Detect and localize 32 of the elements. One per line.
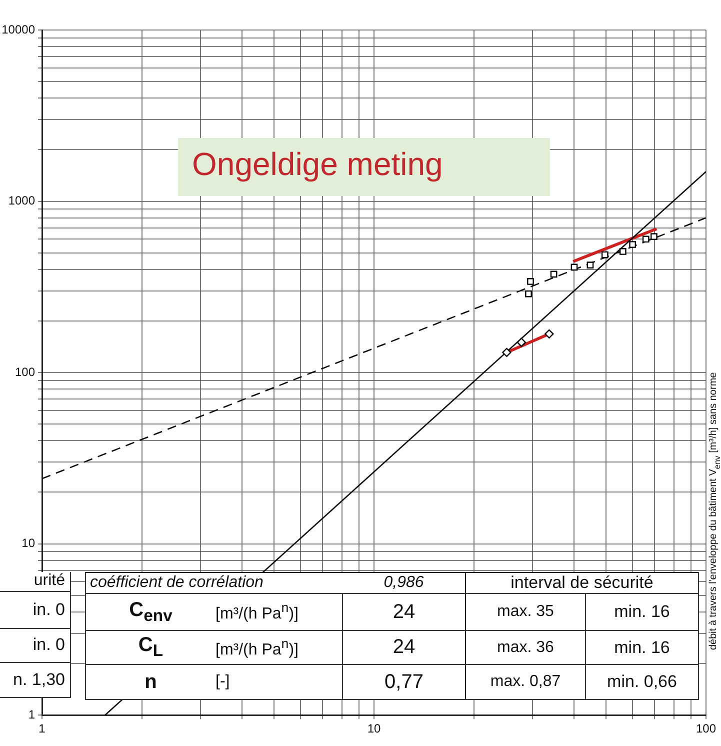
x-tick-label: 100 [696, 722, 716, 736]
y-tick-label: 10000 [2, 22, 36, 36]
y-tick-label: 1000 [8, 194, 36, 208]
y-tick-label: 10 [22, 536, 36, 550]
annotation: min. 16 [586, 594, 698, 630]
annotation: in. 0 [0, 628, 70, 662]
y-tick-label: 100 [14, 364, 36, 379]
annotation: 0,986 [342, 572, 466, 594]
annotation: 0,77 [342, 664, 466, 700]
annotation: [-] [216, 664, 342, 700]
annotation: [m³/(h Pa$^{n}$)] [216, 630, 342, 664]
annotation: max. 0,87 [466, 664, 586, 700]
annotation: in. 0 [0, 591, 70, 628]
annotation: interval de sécurité [466, 572, 698, 594]
annotation: max. 36 [466, 630, 586, 664]
annotation: urité [0, 572, 70, 591]
x-tick-label: 1 [38, 722, 46, 736]
annotation: max. 35 [466, 594, 586, 630]
annotation: C$_{env}$ [86, 594, 216, 630]
annotation: C$_{L}$ [86, 630, 216, 664]
y-tick-label: 1 [28, 707, 36, 722]
annotation: min. 16 [586, 630, 698, 664]
annotation: [m³/(h Pa$^{n}$)] [216, 594, 342, 630]
annotation: coéfficient de corrélation [86, 572, 342, 594]
label-box: Ongeldige meting [178, 138, 550, 196]
annotation: n [86, 664, 216, 700]
annotation: 24 [342, 630, 466, 664]
annotation: 24 [342, 594, 466, 630]
annotation: n. 1,30 [0, 662, 70, 697]
x-tick-label: 10 [367, 722, 381, 736]
annotation: min. 0,66 [586, 664, 698, 700]
annotation: Ongeldige meting [192, 146, 443, 182]
